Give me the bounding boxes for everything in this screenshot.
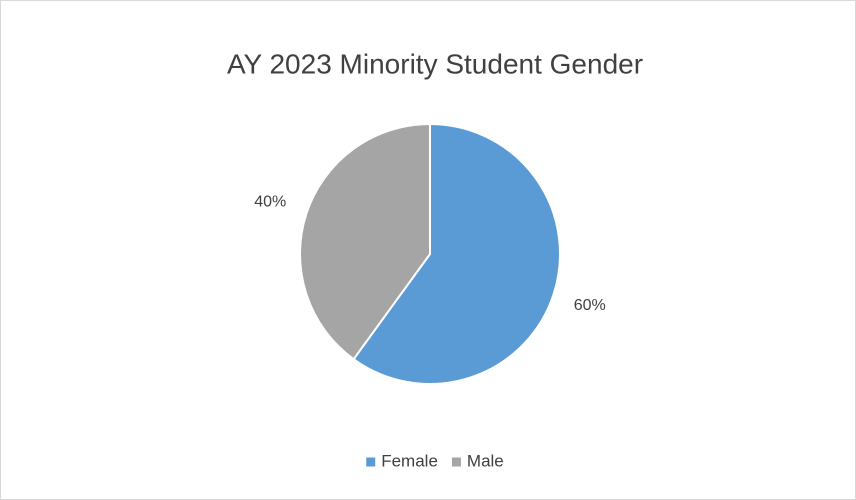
data-label: 40% [254, 193, 286, 210]
legend-label: Male [467, 451, 504, 470]
legend-swatch [366, 457, 376, 467]
chart-title: AY 2023 Minority Student Gender [227, 48, 643, 79]
legend-swatch [451, 457, 461, 467]
legend-label: Female [381, 451, 438, 470]
pie-slice [352, 122, 561, 385]
pie-slice [299, 122, 431, 361]
data-label: 60% [574, 297, 606, 314]
